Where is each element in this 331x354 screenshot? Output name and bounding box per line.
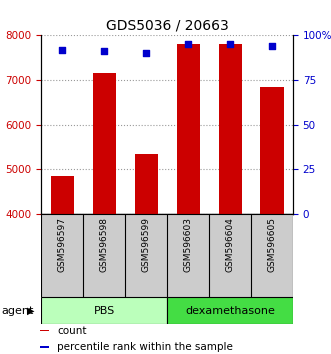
- Bar: [93, 73, 116, 214]
- Point: [60, 47, 65, 52]
- Bar: [167, 297, 293, 324]
- Point: [144, 50, 149, 56]
- Text: count: count: [57, 326, 86, 336]
- Bar: [260, 87, 283, 214]
- Bar: [135, 154, 158, 214]
- Text: GSM596605: GSM596605: [267, 217, 276, 272]
- Bar: [40, 330, 49, 331]
- Point: [269, 43, 275, 49]
- Point: [102, 48, 107, 54]
- Point: [227, 41, 233, 47]
- Text: GSM596597: GSM596597: [58, 217, 67, 272]
- Text: PBS: PBS: [94, 306, 115, 316]
- Text: dexamethasone: dexamethasone: [185, 306, 275, 316]
- Bar: [51, 176, 74, 214]
- Bar: [41, 297, 167, 324]
- Bar: [218, 44, 242, 214]
- Text: agent: agent: [2, 306, 34, 316]
- Bar: [177, 44, 200, 214]
- Text: GSM596598: GSM596598: [100, 217, 109, 272]
- Title: GDS5036 / 20663: GDS5036 / 20663: [106, 19, 228, 33]
- Text: GSM596603: GSM596603: [184, 217, 193, 272]
- Text: GSM596599: GSM596599: [142, 217, 151, 272]
- Point: [185, 41, 191, 47]
- Text: GSM596604: GSM596604: [225, 217, 235, 272]
- Text: percentile rank within the sample: percentile rank within the sample: [57, 342, 233, 352]
- Text: ▶: ▶: [27, 306, 35, 316]
- Bar: [40, 347, 49, 348]
